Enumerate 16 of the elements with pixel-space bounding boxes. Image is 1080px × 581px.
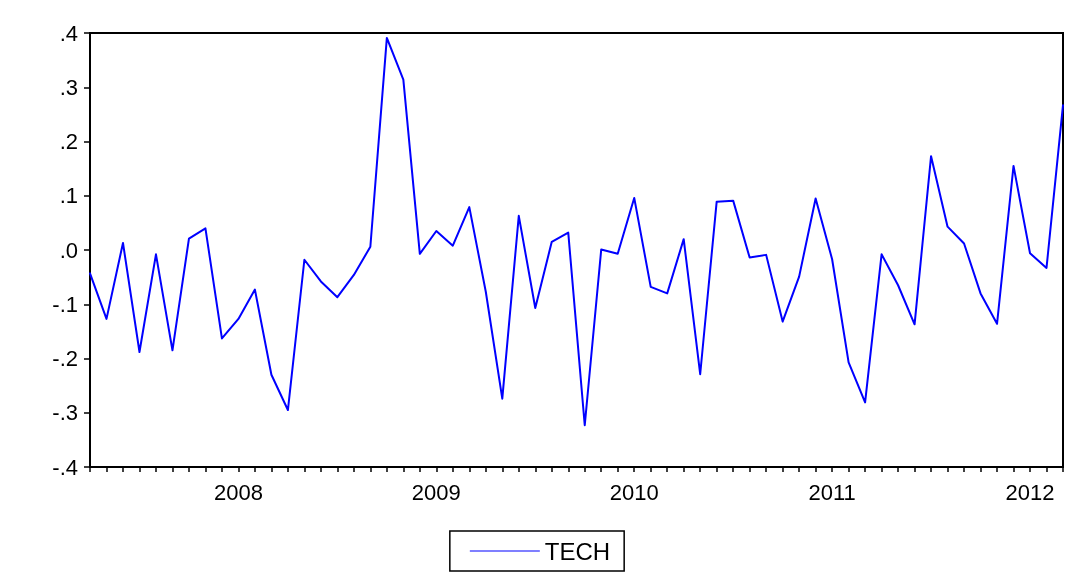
y-tick-label: .1 bbox=[59, 183, 78, 209]
x-tick-label: 2008 bbox=[213, 479, 263, 505]
legend-label: TECH bbox=[544, 537, 611, 565]
y-tick-label: .0 bbox=[59, 237, 78, 263]
y-tick-label: -.4 bbox=[52, 454, 78, 480]
x-tick-label: 2012 bbox=[1005, 479, 1055, 505]
y-tick-label: .4 bbox=[59, 20, 78, 46]
line-series bbox=[89, 36, 1064, 427]
x-tick-label: 2009 bbox=[411, 479, 461, 505]
y-tick-label: -.1 bbox=[52, 291, 78, 317]
y-tick-label: .2 bbox=[59, 129, 78, 154]
x-tick-label: 2010 bbox=[609, 479, 659, 505]
y-tick-label: -.3 bbox=[52, 400, 78, 426]
x-tick-label: 2011 bbox=[808, 479, 856, 505]
y-tick-label: -.2 bbox=[52, 346, 78, 371]
y-tick-label: .3 bbox=[59, 74, 78, 100]
